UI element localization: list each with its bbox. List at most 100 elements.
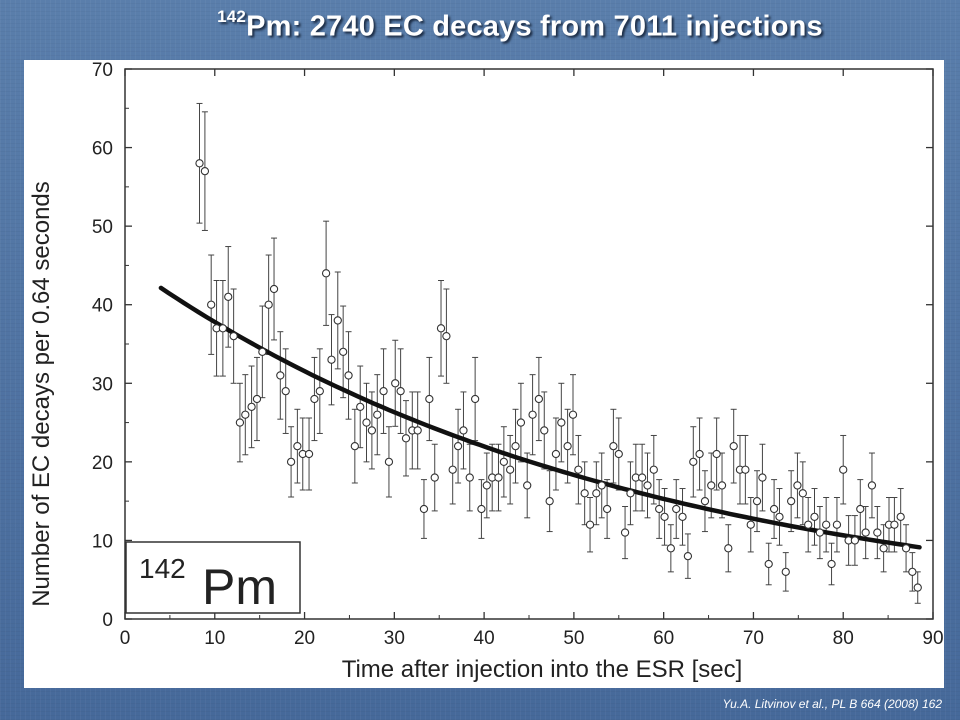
data-point: [729, 441, 738, 451]
data-point: [482, 481, 491, 490]
data-point: [534, 394, 544, 404]
data-point: [425, 394, 434, 404]
inset-element: Pm: [202, 559, 277, 615]
data-point: [362, 418, 371, 427]
data-point: [344, 371, 353, 380]
data-point: [235, 418, 245, 427]
data-point: [626, 489, 635, 498]
data-point: [321, 269, 331, 278]
data-point: [856, 504, 865, 514]
data-point: [609, 441, 618, 451]
data-point: [666, 544, 675, 553]
data-point: [637, 473, 647, 482]
data-point: [867, 481, 877, 490]
data-point: [356, 402, 365, 412]
data-point: [758, 473, 767, 482]
data-point: [430, 473, 439, 482]
x-tick-label: 40: [474, 628, 495, 649]
data-point: [672, 504, 681, 514]
data-point: [683, 551, 693, 561]
data-point: [827, 559, 836, 569]
inset-mass-number: 142: [139, 553, 186, 584]
data-point: [592, 489, 601, 498]
x-tick-label: 0: [120, 628, 131, 649]
data-point: [700, 496, 710, 506]
fit-curve: [158, 285, 922, 550]
data-point: [580, 489, 589, 498]
data-point: [207, 300, 216, 309]
data-point: [695, 449, 704, 459]
axes: 0 10 20 30 40 50 60 70 80 90 0 10 20 30 40 50 60 70: [92, 60, 944, 649]
data-point: [563, 441, 572, 451]
data-point: [436, 324, 446, 333]
data-point: [741, 465, 750, 474]
plot-panel: 0 10 20 30 40 50 60 70 80 90 0 10 20 30 40 50 60 70 142 P…: [24, 60, 944, 688]
data-point: [200, 166, 210, 176]
data-point: [793, 481, 802, 490]
data-point: [373, 410, 382, 419]
data-point: [781, 567, 790, 577]
data-point: [195, 159, 204, 168]
title-main: Pm: 2740 EC decays from 7011 injections: [246, 10, 823, 43]
data-point: [879, 544, 888, 553]
data-point: [551, 449, 561, 459]
data-point: [901, 544, 911, 553]
y-tick-label: 10: [92, 531, 113, 552]
y-axis-title: Number of EC decays per 0.64 seconds: [28, 181, 55, 607]
data-point: [643, 481, 652, 490]
data-point: [752, 496, 762, 506]
data-point: [585, 520, 595, 529]
data-point: [614, 449, 623, 459]
x-tick-label: 60: [653, 628, 674, 649]
data-point: [264, 300, 273, 309]
data-point: [850, 536, 860, 545]
data-point: [810, 512, 819, 522]
data-point: [764, 559, 773, 569]
x-axis-title: Time after injection into the ESR [sec]: [342, 656, 743, 683]
data-point: [453, 441, 463, 451]
data-point: [384, 457, 394, 467]
data-point: [689, 457, 698, 467]
data-point: [413, 426, 422, 435]
data-point: [286, 457, 296, 467]
data-point: [379, 386, 388, 396]
citation: Yu.A. Litvinov et al., PL B 664 (2008) 1…: [722, 697, 942, 711]
data-point: [540, 426, 549, 435]
x-tick-label: 90: [922, 628, 943, 649]
data-point: [333, 316, 342, 325]
data-point: [511, 441, 520, 451]
data-point: [724, 544, 733, 553]
data-point: [804, 520, 813, 529]
data-point: [310, 394, 319, 404]
data-point: [908, 567, 917, 577]
x-tick-label: 80: [833, 628, 854, 649]
x-tick-label: 10: [204, 628, 225, 649]
data-point: [505, 465, 515, 474]
data-point: [822, 520, 831, 529]
data-point: [269, 284, 279, 294]
data-point: [597, 481, 606, 490]
data-point: [499, 457, 509, 467]
data-point: [890, 520, 899, 529]
x-tick-label: 30: [384, 628, 405, 649]
data-point: [568, 410, 578, 419]
data-point: [276, 371, 285, 380]
data-point: [315, 386, 324, 396]
y-tick-label: 0: [102, 610, 113, 631]
data-point: [241, 410, 250, 419]
data-points: [195, 159, 922, 592]
data-point: [229, 331, 238, 341]
data-point: [304, 449, 314, 459]
data-point: [798, 489, 807, 498]
data-point: [465, 473, 474, 482]
y-tick-label: 40: [92, 296, 113, 317]
y-tick-label: 30: [92, 374, 113, 395]
isotope-inset: 142 Pm: [125, 541, 301, 615]
plot-frame: [124, 68, 934, 620]
data-point: [293, 441, 302, 451]
data-point: [707, 481, 716, 490]
data-point: [574, 465, 583, 474]
data-point: [528, 410, 537, 419]
data-point: [419, 504, 429, 514]
inset-box: [125, 541, 301, 614]
